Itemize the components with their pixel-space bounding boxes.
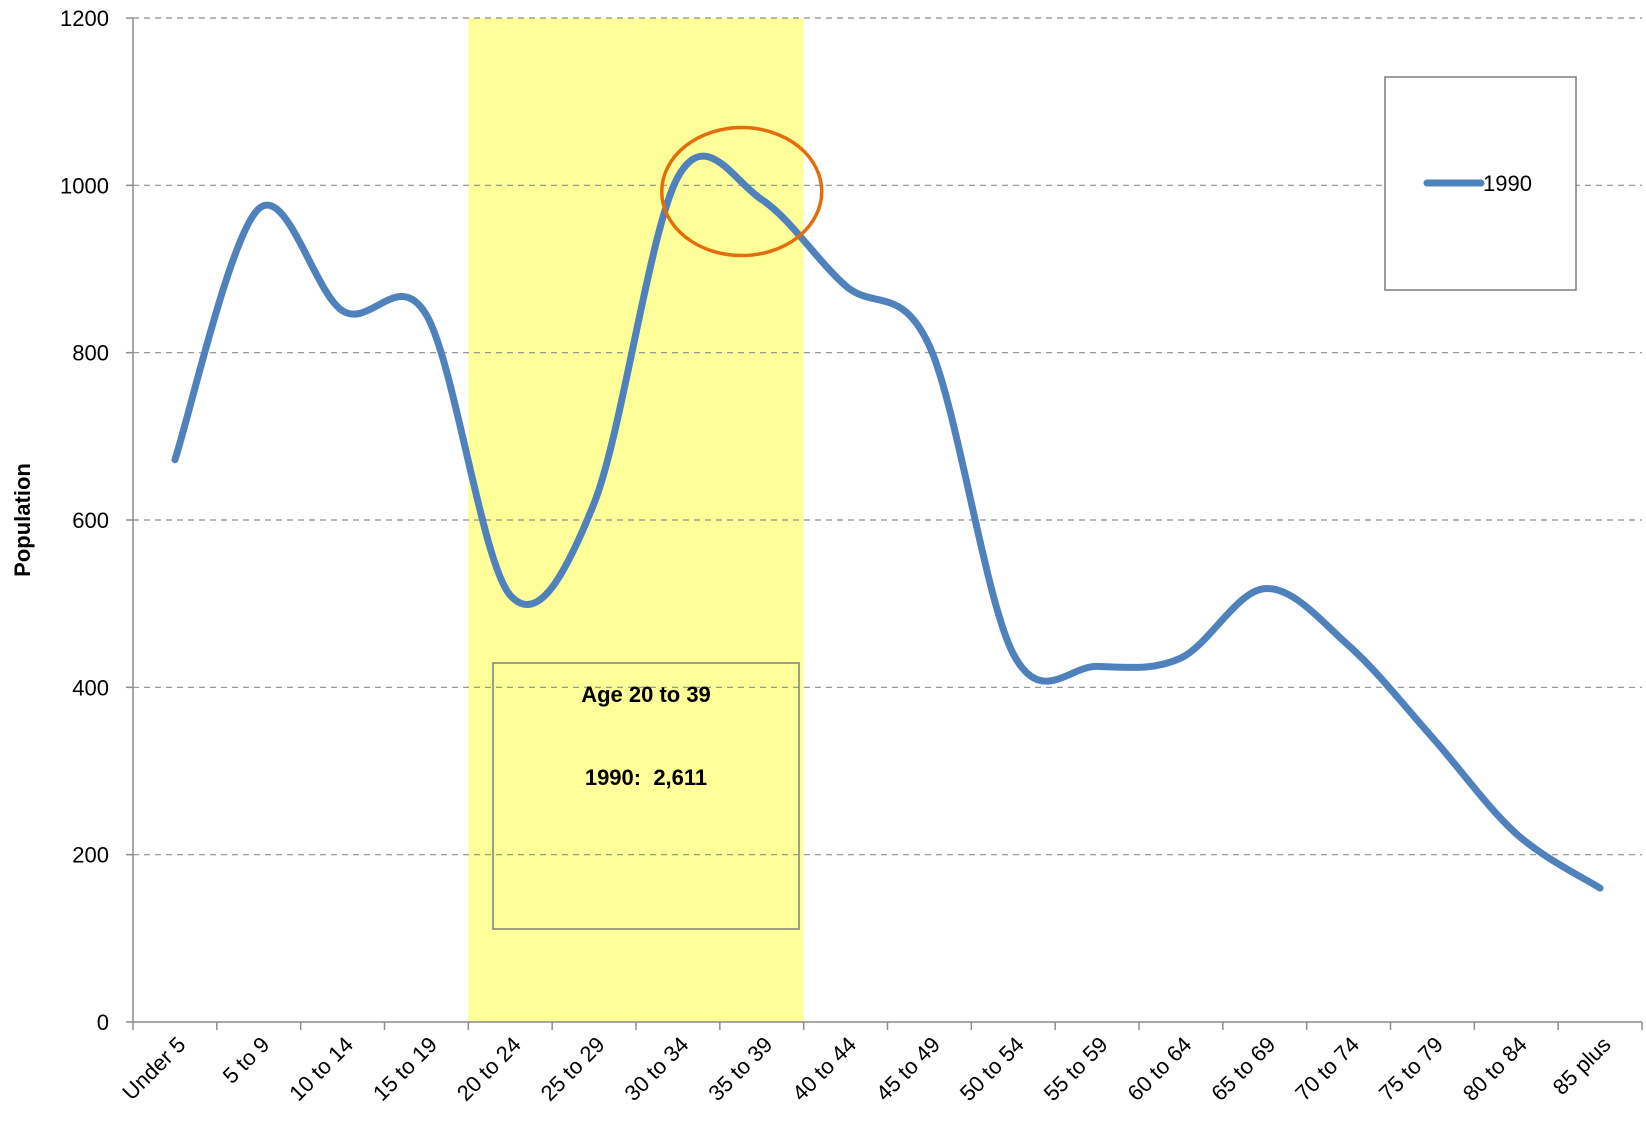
annotation-age-range: Age 20 to 39 [581,682,711,707]
y-tick-label: 400 [72,675,109,700]
y-tick-label: 0 [97,1010,109,1035]
annotation-box: Age 20 to 39 1990: 2,611 [492,662,800,930]
peak-highlight-circle [660,125,824,258]
y-tick-label: 600 [72,508,109,533]
legend-label-1990: 1990 [1483,171,1532,196]
legend: 1990 [1384,76,1577,291]
y-tick-label: 200 [72,843,109,868]
series-1990 [171,152,1604,892]
y-tick-label: 800 [72,341,109,366]
annotation-population-total: 1990: 2,611 [585,765,707,790]
axes [126,17,1643,1030]
annotation-box-frame [492,662,800,930]
series-line-1990 [171,152,1604,892]
y-tick-label: 1200 [60,6,109,31]
y-axis-tick-labels: 0 200 400 600 800 1000 1200 [60,6,109,1035]
y-axis-title: Population [10,463,35,577]
y-tick-label: 1000 [60,173,109,198]
